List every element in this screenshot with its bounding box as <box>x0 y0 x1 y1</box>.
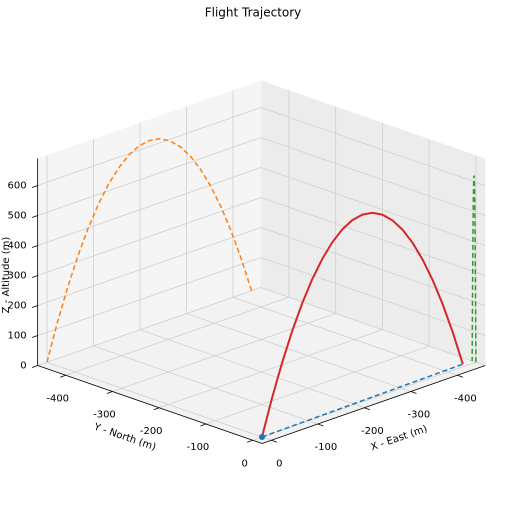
z-tick-label: 0 <box>20 361 26 372</box>
grid-line <box>260 107 486 186</box>
grid-line <box>37 197 261 276</box>
tick-mark <box>106 391 113 394</box>
projection-line <box>261 363 464 438</box>
tick-mark <box>31 275 38 278</box>
grid-line <box>37 167 261 246</box>
tick-mark <box>457 374 464 378</box>
grid-line <box>159 329 383 409</box>
z-tick-label: 500 <box>8 211 27 222</box>
grid-line <box>37 257 261 336</box>
tick-mark <box>153 407 160 411</box>
z-tick-label: 600 <box>8 181 27 192</box>
tick-mark <box>246 439 253 443</box>
grid-line <box>232 296 458 376</box>
grid-line <box>37 107 261 186</box>
tick-mark <box>271 439 278 443</box>
grid-line <box>260 167 486 246</box>
y-tick-label: 0 <box>242 458 248 469</box>
x-tick-label: 0 <box>276 458 282 469</box>
grid-line <box>93 345 318 425</box>
x-tick-label: -200 <box>361 426 384 437</box>
z-tick-label: 400 <box>8 241 27 252</box>
start-marker <box>259 434 265 440</box>
x-axis-line <box>261 365 486 444</box>
tick-mark <box>31 245 38 248</box>
grid-line <box>186 313 411 392</box>
x-tick-label: -100 <box>314 442 337 453</box>
z-axis-label: Z - Altitude (m) <box>1 237 12 314</box>
grid-line <box>260 287 486 366</box>
z-tick-label: 200 <box>8 301 27 312</box>
grid-line <box>139 329 365 409</box>
tick-mark <box>364 407 371 411</box>
grid-line <box>260 257 486 336</box>
grid-line <box>112 313 336 392</box>
tick-mark <box>31 365 38 368</box>
z-tick-label: 100 <box>8 331 27 342</box>
y-tick-label: -300 <box>93 410 116 421</box>
grid-line <box>252 361 477 441</box>
tick-mark <box>31 305 38 308</box>
grid-line <box>37 287 261 366</box>
grid-line <box>46 361 272 441</box>
projection-line <box>471 175 477 363</box>
grid-line <box>37 137 261 216</box>
tick-mark <box>59 374 66 378</box>
grid-line <box>260 197 486 276</box>
x-tick-label: -400 <box>454 393 477 404</box>
z-tick-label: 300 <box>8 271 27 282</box>
chart-title: Flight Trajectory <box>205 6 302 20</box>
grid-line <box>205 345 430 425</box>
tick-mark <box>200 423 207 427</box>
y-tick-label: -100 <box>187 442 210 453</box>
tick-mark <box>31 185 38 188</box>
y-tick-label: -400 <box>46 393 69 404</box>
grid-line <box>65 296 290 376</box>
y-tick-label: -200 <box>140 426 163 437</box>
tick-mark <box>31 215 38 218</box>
x-tick-label: -300 <box>407 410 430 421</box>
trajectory-line <box>261 211 464 438</box>
projection-line <box>46 138 253 363</box>
y-axis-line <box>37 365 263 444</box>
grid-line <box>260 137 486 216</box>
grid-line <box>260 227 486 306</box>
tick-mark <box>317 423 324 427</box>
tick-mark <box>410 391 417 394</box>
grid-line <box>37 227 261 306</box>
tick-mark <box>31 335 38 338</box>
